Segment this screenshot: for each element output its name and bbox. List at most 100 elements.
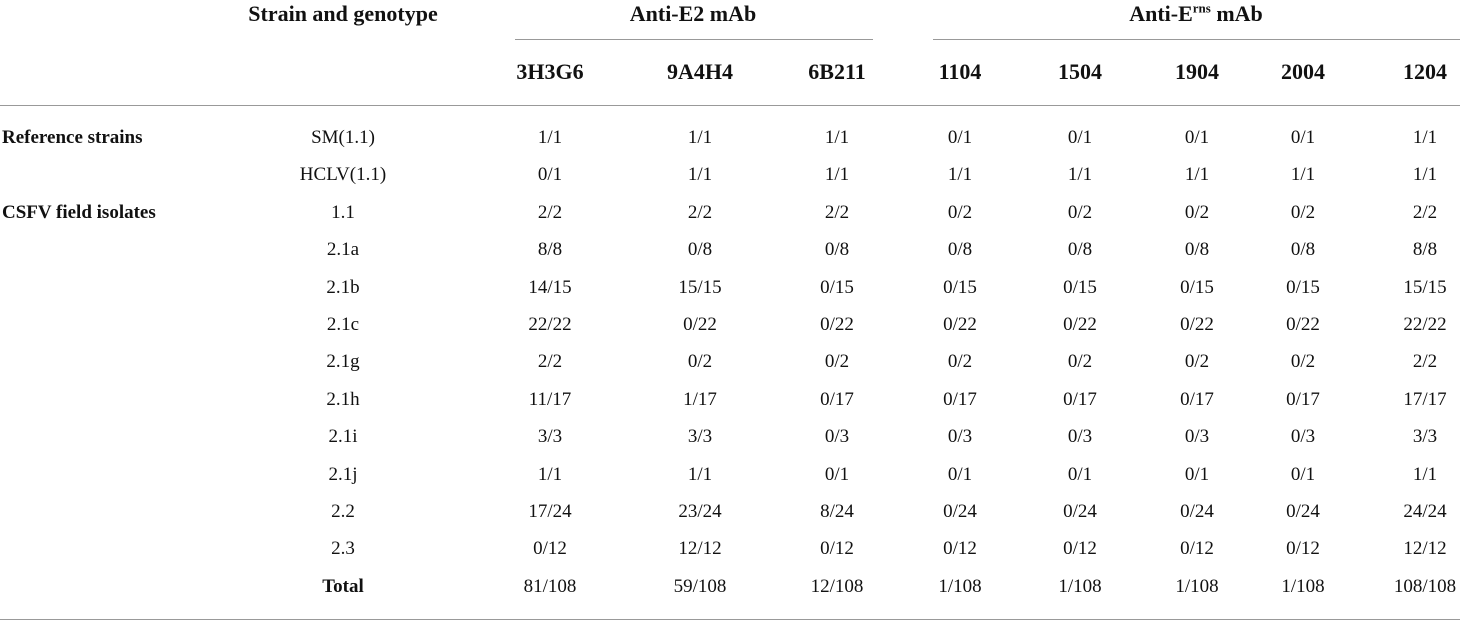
value: 0/17: [1180, 388, 1214, 410]
strain: 2.1j: [328, 463, 358, 485]
value: 0/8: [1290, 239, 1316, 261]
value: 23/24: [678, 501, 722, 522]
value: 1/1: [1412, 463, 1438, 485]
value: 0/3: [1290, 426, 1316, 448]
value: 0/2: [824, 351, 850, 373]
value: 0/2: [1290, 351, 1316, 373]
value: 0/3: [824, 426, 850, 448]
value: 0/17: [1063, 388, 1097, 410]
column-header: 1904: [1175, 59, 1219, 84]
value: 0/12: [1286, 538, 1320, 560]
strain: HCLV(1.1): [299, 164, 387, 186]
value: 59/108: [673, 575, 727, 597]
value: 81/108: [523, 575, 577, 597]
strain-header: Strain and genotype: [248, 1, 438, 26]
value: 0/2: [1067, 201, 1093, 223]
value: 0/24: [1180, 501, 1214, 522]
value: 0/22: [1180, 314, 1214, 335]
strain: 2.1h: [326, 388, 360, 410]
value: 1/1: [687, 463, 713, 485]
strain: 2.1a: [326, 239, 360, 261]
strain: 2.2: [331, 501, 355, 522]
value: 0/1: [1067, 127, 1093, 148]
value: 0/12: [1180, 538, 1214, 560]
value: 1/1: [1290, 164, 1316, 186]
value: 0/2: [687, 351, 713, 373]
value: 12/108: [810, 575, 864, 597]
value: 1/1: [687, 127, 713, 148]
value: 0/1: [824, 463, 850, 485]
value: 0/12: [1063, 538, 1097, 560]
value: 2/2: [687, 201, 713, 223]
strain: Total: [322, 575, 364, 597]
value: 0/8: [1184, 239, 1210, 261]
value: 2/2: [537, 351, 563, 373]
value: 0/1: [537, 164, 563, 186]
value: 17/24: [528, 501, 572, 522]
value: 0/17: [943, 388, 977, 410]
value: 0/2: [947, 351, 973, 373]
value: 0/15: [1180, 276, 1214, 298]
value: 0/24: [1063, 501, 1097, 522]
row-group: Reference strains: [2, 127, 143, 148]
value: 15/15: [678, 276, 722, 298]
value: 0/2: [947, 201, 973, 223]
value: 1/108: [1058, 575, 1102, 597]
value: 1/1: [687, 164, 713, 186]
value: 0/17: [820, 388, 854, 410]
value: 22/22: [1403, 314, 1447, 335]
value: 0/22: [820, 314, 854, 335]
strain: 2.1c: [326, 314, 360, 335]
group-header: Anti-Erns mAb: [1129, 2, 1263, 26]
value: 1/108: [1281, 575, 1325, 597]
value: 1/1: [824, 127, 850, 148]
value: 0/24: [943, 501, 977, 522]
value: 2/2: [1412, 201, 1438, 223]
value: 8/24: [820, 501, 854, 522]
value: 0/8: [947, 239, 973, 261]
strain: 2.1g: [326, 351, 360, 373]
value: 12/12: [678, 538, 722, 560]
strain: 2.1b: [326, 276, 360, 298]
value: 0/1: [947, 463, 973, 485]
column-header: 9A4H4: [667, 59, 733, 84]
column-header: 1204: [1403, 59, 1447, 84]
column-header: 1504: [1058, 59, 1102, 84]
value: 1/1: [1184, 164, 1210, 186]
value: 0/1: [1290, 463, 1316, 485]
group-rule: [515, 39, 873, 40]
value: 1/1: [1412, 164, 1438, 186]
value: 0/8: [1067, 239, 1093, 261]
value: 2/2: [537, 201, 563, 223]
value: 24/24: [1403, 501, 1447, 522]
column-header: 3H3G6: [516, 59, 584, 84]
value: 1/1: [537, 463, 563, 485]
value: 0/2: [1184, 351, 1210, 373]
value: 2/2: [824, 201, 850, 223]
value: 0/12: [943, 538, 977, 560]
value: 0/3: [1184, 426, 1210, 448]
value: 0/3: [1067, 426, 1093, 448]
value: 22/22: [528, 314, 572, 335]
value: 2/2: [1412, 351, 1438, 373]
value: 0/3: [947, 426, 973, 448]
value: 11/17: [528, 388, 572, 410]
value: 0/22: [1286, 314, 1320, 335]
value: 0/8: [824, 239, 850, 261]
column-header: 2004: [1281, 59, 1325, 84]
value: 0/22: [683, 314, 717, 335]
value: 0/15: [1286, 276, 1320, 298]
strain: SM(1.1): [311, 127, 375, 148]
value: 0/15: [820, 276, 854, 298]
strain: 1.1: [331, 201, 355, 223]
value: 8/8: [537, 239, 563, 261]
strain: 2.1i: [328, 426, 358, 448]
value: 0/2: [1290, 201, 1316, 223]
value: 0/1: [1184, 463, 1210, 485]
value: 108/108: [1393, 575, 1457, 597]
value: 0/2: [1067, 351, 1093, 373]
value: 17/17: [1403, 388, 1447, 410]
value: 1/1: [1067, 164, 1093, 186]
column-header: 1104: [938, 59, 982, 84]
group-header: Anti-E2 mAb: [629, 1, 757, 26]
